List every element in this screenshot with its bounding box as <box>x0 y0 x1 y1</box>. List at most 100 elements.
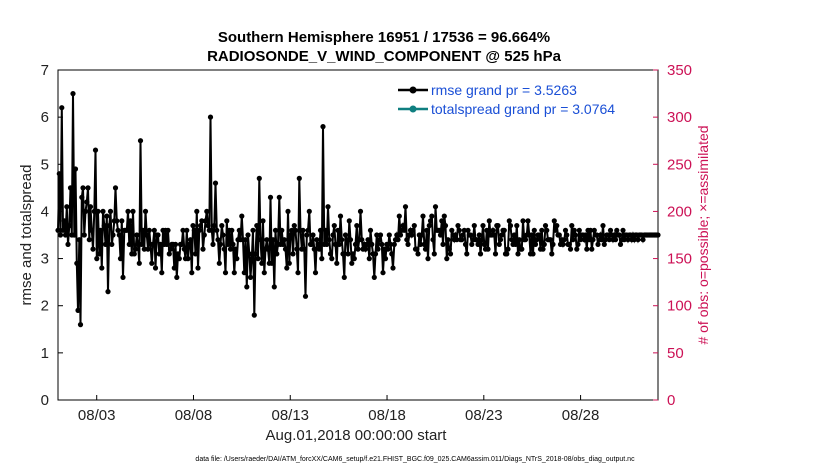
rmse-point <box>480 223 486 229</box>
rmse-point <box>132 246 139 252</box>
rmse-point <box>56 171 62 177</box>
rmse-point <box>84 199 90 205</box>
rmse-point <box>501 227 507 233</box>
rmse-point <box>387 241 394 247</box>
rmse-point <box>199 218 205 224</box>
rmse-point <box>229 227 235 233</box>
rmse-point <box>241 270 247 276</box>
rmse-point <box>602 237 609 243</box>
rmse-point <box>79 194 85 200</box>
plot-frame <box>57 69 659 401</box>
rmse-point <box>367 227 374 233</box>
rmse-point <box>246 251 252 257</box>
rmse-point <box>432 204 439 210</box>
rmse-point <box>230 241 236 247</box>
y-tick-label: 0 <box>41 392 49 409</box>
rmse-point <box>77 322 84 328</box>
rmse-point <box>324 241 330 247</box>
rmse-point <box>350 251 356 257</box>
rmse-point <box>274 251 280 257</box>
rmse-point <box>220 232 226 238</box>
y-tick-label: 6 <box>41 109 49 126</box>
rmse-point <box>217 241 224 247</box>
rmse-point <box>617 241 624 247</box>
rmse-point <box>544 227 550 233</box>
rmse-point <box>529 232 535 238</box>
rmse-point <box>281 237 287 243</box>
rmse-point <box>574 246 580 252</box>
rmse-point <box>327 251 334 257</box>
rmse-point <box>405 241 411 247</box>
rmse-point <box>124 227 130 233</box>
rmse-point <box>391 241 397 247</box>
rmse-point <box>72 166 79 172</box>
rmse-point <box>90 246 96 252</box>
rmse-point <box>429 213 435 219</box>
rmse-point <box>346 218 352 224</box>
rmse-point <box>426 223 432 229</box>
rmse-point <box>292 227 299 233</box>
rmse-point <box>171 265 177 271</box>
rmse-point <box>120 274 126 280</box>
rmse-point <box>296 175 302 181</box>
rmse-point <box>116 232 122 238</box>
rmse-point <box>265 246 271 252</box>
rmse-point <box>590 237 596 243</box>
rmse-point <box>520 218 526 224</box>
rmse-point <box>65 241 71 247</box>
x-tick-label: 08/18 <box>368 407 406 424</box>
rmse-point <box>497 237 504 243</box>
rmse-point <box>119 218 125 224</box>
x-axis-label: Aug.01,2018 00:00:00 start <box>266 427 448 444</box>
rmse-point <box>219 223 225 229</box>
rmse-point <box>255 256 261 262</box>
rmse-point <box>640 237 646 243</box>
rmse-point <box>597 232 604 238</box>
rmse-point <box>71 232 77 238</box>
rmse-point <box>80 185 86 191</box>
rmse-point <box>146 227 152 233</box>
y-tick-label: 2 <box>41 298 49 315</box>
rmse-point <box>410 227 416 233</box>
rmse-point <box>322 227 329 233</box>
rmse-point <box>236 227 242 233</box>
rmse-point <box>384 241 390 247</box>
rmse-point <box>394 232 400 238</box>
rmse-point <box>362 246 369 252</box>
y-axis-left: 0 1 2 3 4 5 6 7 <box>41 62 63 409</box>
rmse-point <box>607 227 614 233</box>
rmse-point <box>396 213 402 219</box>
rmse-point <box>547 237 554 243</box>
rmse-point <box>566 241 572 247</box>
rmse-point <box>452 232 459 238</box>
rmse-point <box>151 227 157 233</box>
rmse-point <box>417 241 424 247</box>
rmse-point <box>142 208 149 214</box>
rmse-point <box>587 227 594 233</box>
rmse-point <box>195 265 201 271</box>
rmse-point <box>377 232 384 238</box>
rmse-point <box>135 241 141 247</box>
y-tick-label: 7 <box>41 62 49 79</box>
rmse-point <box>381 246 387 252</box>
rmse-point <box>550 241 556 247</box>
rmse-point <box>549 251 555 257</box>
rmse-point <box>196 227 202 233</box>
rmse-point <box>569 223 575 229</box>
rmse-point <box>386 232 392 238</box>
rmse-point <box>139 241 145 247</box>
rmse-line <box>57 93 658 325</box>
rmse-point <box>81 232 87 238</box>
rmse-point <box>197 223 204 229</box>
rmse-point <box>97 227 104 233</box>
rmse-point <box>70 91 76 97</box>
rmse-point <box>145 246 151 252</box>
rmse-point <box>57 232 64 238</box>
rmse-point <box>76 237 82 243</box>
rmse-point <box>439 218 445 224</box>
rmse-point <box>424 227 430 233</box>
rmse-point <box>309 241 315 247</box>
rmse-point <box>516 237 522 243</box>
rmse-point <box>382 256 389 262</box>
